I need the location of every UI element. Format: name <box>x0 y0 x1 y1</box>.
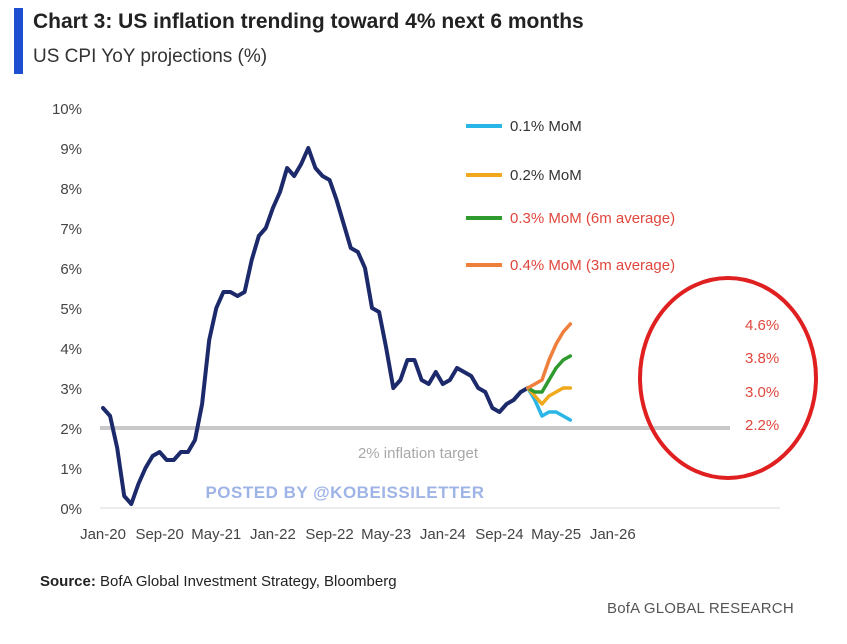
source-note: Source: BofA Global Investment Strategy,… <box>40 573 397 590</box>
chart-title: Chart 3: US inflation trending toward 4%… <box>33 10 584 33</box>
highlight-circle <box>638 276 818 480</box>
watermark-text: POSTED BY @KOBEISSILETTER <box>205 483 484 502</box>
legend-label: 0.4% MoM (3m average) <box>510 257 675 274</box>
y-tick-label: 1% <box>60 461 82 478</box>
x-tick-label: May-23 <box>361 526 411 543</box>
x-tick-label: Sep-22 <box>305 526 353 543</box>
source-text: BofA Global Investment Strategy, Bloombe… <box>100 573 397 590</box>
series-line-s03 <box>526 354 573 394</box>
x-tick-label: Jan-20 <box>80 526 126 543</box>
y-tick-label: 5% <box>60 301 82 318</box>
legend-label: 0.2% MoM <box>510 167 582 184</box>
y-tick-label: 9% <box>60 141 82 158</box>
end-value-label: 3.0% <box>745 384 779 401</box>
x-tick-label: May-25 <box>531 526 581 543</box>
chart-subtitle: US CPI YoY projections (%) <box>33 46 268 67</box>
x-tick-label: Sep-24 <box>475 526 523 543</box>
x-tick-label: Sep-20 <box>135 526 183 543</box>
y-tick-label: 10% <box>52 101 82 118</box>
target-line-label: 2% inflation target <box>358 445 479 462</box>
y-tick-label: 0% <box>60 501 82 518</box>
y-tick-label: 8% <box>60 181 82 198</box>
series-line-cpi-history <box>101 146 530 506</box>
y-tick-label: 7% <box>60 221 82 238</box>
brand-footer: BofA GLOBAL RESEARCH <box>607 600 794 617</box>
legend-label: 0.1% MoM <box>510 118 582 135</box>
end-value-label: 3.8% <box>745 350 779 367</box>
y-tick-label: 6% <box>60 261 82 278</box>
x-tick-label: May-21 <box>191 526 241 543</box>
series-line-s04 <box>526 322 573 390</box>
x-tick-label: Jan-24 <box>420 526 466 543</box>
title-accent-bar <box>14 8 23 74</box>
end-value-label: 4.6% <box>745 317 779 334</box>
x-tick-label: Jan-22 <box>250 526 296 543</box>
y-tick-label: 3% <box>60 381 82 398</box>
source-label: Source: <box>40 573 96 590</box>
legend-label: 0.3% MoM (6m average) <box>510 210 675 227</box>
series-line-s01 <box>526 386 573 422</box>
end-value-label: 2.2% <box>745 417 779 434</box>
y-tick-label: 4% <box>60 341 82 358</box>
y-tick-label: 2% <box>60 421 82 438</box>
x-tick-label: Jan-26 <box>590 526 636 543</box>
series-line-s02 <box>526 386 573 406</box>
